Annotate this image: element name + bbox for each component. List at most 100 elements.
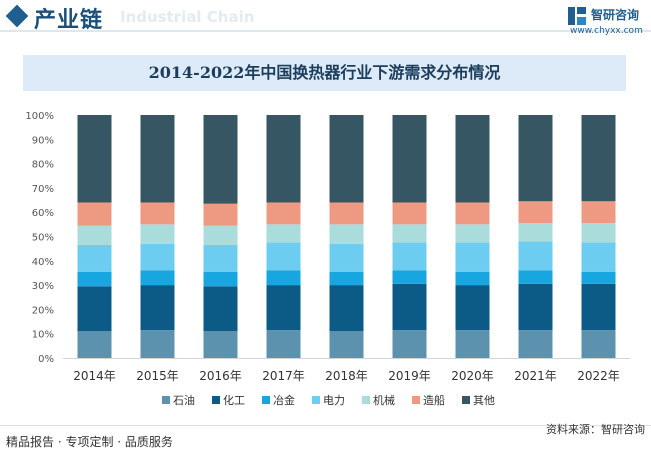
y-tick-label: 80%: [32, 160, 54, 171]
bar-segment: [140, 270, 175, 286]
legend-swatch: [362, 396, 370, 404]
x-tick-label: 2022年: [577, 369, 620, 383]
bar-segment: [203, 271, 238, 287]
x-tick-label: 2019年: [388, 369, 431, 383]
bar-segment: [581, 223, 616, 243]
bar-segment: [518, 270, 553, 284]
y-tick-label: 50%: [32, 233, 54, 244]
bar-segment: [77, 271, 112, 287]
y-tick-label: 10%: [32, 330, 54, 341]
bar-segment: [329, 224, 364, 244]
chart-title: 2014-2022年中国换热器行业下游需求分布情况: [148, 63, 501, 82]
bar-segment: [203, 286, 238, 332]
bar-segment: [392, 242, 427, 271]
bar-segment: [455, 242, 490, 272]
bar-segment: [140, 224, 175, 244]
legend-swatch: [412, 396, 420, 404]
y-tick-label: 70%: [32, 184, 54, 195]
legend-label: 化工: [223, 393, 245, 407]
x-tick-label: 2017年: [262, 369, 305, 383]
legend-label: 机械: [373, 393, 395, 407]
bar-segment: [581, 115, 616, 202]
bar-segment: [77, 286, 112, 332]
legend-swatch: [212, 396, 220, 404]
x-tick-label: 2016年: [199, 369, 242, 383]
legend-swatch: [462, 396, 470, 404]
legend-swatch: [262, 396, 270, 404]
bar-segment: [77, 331, 112, 358]
y-tick-label: 40%: [32, 257, 54, 268]
bar-segment: [203, 203, 238, 226]
bar-segment: [455, 115, 490, 203]
brand-url: www.chyxx.com: [570, 26, 643, 36]
y-tick-label: 60%: [32, 208, 54, 219]
bar-segment: [140, 202, 175, 225]
bar-segment: [77, 245, 112, 272]
y-tick-label: 90%: [32, 135, 54, 146]
x-tick-label: 2020年: [451, 369, 494, 383]
footer-tagline: 精品报告 · 专项定制 · 品质服务: [6, 435, 173, 449]
bar-segment: [518, 330, 553, 358]
legend-label: 造船: [423, 393, 445, 407]
bar-segment: [266, 202, 301, 225]
x-tick-label: 2021年: [514, 369, 557, 383]
bar-segment: [266, 115, 301, 203]
bar-segment: [266, 242, 301, 271]
bar-segment: [77, 115, 112, 203]
bar-segment: [581, 271, 616, 284]
legend-label: 其他: [473, 394, 495, 407]
brand-logo-icon: [568, 7, 586, 25]
brand-name: 智研咨询: [591, 8, 640, 22]
y-tick-label: 20%: [32, 305, 54, 316]
bar-segment: [392, 330, 427, 358]
bar-segment: [518, 115, 553, 202]
bar-segment: [518, 241, 553, 271]
page-header: 产业链 Industrial Chain: [0, 0, 651, 42]
x-tick-label: 2014年: [73, 369, 116, 383]
header-watermark: Industrial Chain: [120, 8, 255, 26]
stacked-bar-chart: 0% 10% 20% 30% 40% 50% 60% 70% 80% 90% 100% 2014年 20…: [25, 111, 630, 407]
x-tick-label: 2018年: [325, 369, 368, 383]
bar-segment: [392, 202, 427, 225]
bar-segment: [392, 115, 427, 203]
x-tick-label: 2015年: [136, 369, 179, 383]
bar-segment: [518, 223, 553, 242]
y-tick-label: 30%: [32, 281, 54, 292]
bar-segment: [203, 245, 238, 272]
bar-segment: [455, 202, 490, 225]
page-title: 产业链: [34, 8, 104, 33]
bar-segment: [77, 225, 112, 246]
bar-segment: [581, 330, 616, 358]
legend-label: 冶金: [273, 393, 295, 407]
bar-segment: [329, 243, 364, 272]
bar-segment: [455, 224, 490, 243]
bar-segment: [392, 283, 427, 331]
bar-segment: [581, 201, 616, 224]
bar-segment: [581, 242, 616, 272]
header-divider: [0, 30, 651, 32]
footer-source: 资料来源：智研咨询: [546, 423, 645, 436]
bar-segment: [455, 285, 490, 331]
bar-segment: [140, 285, 175, 331]
bar-segment: [329, 202, 364, 225]
bar-segment: [455, 330, 490, 358]
bar-segment: [329, 285, 364, 332]
bar-segment: [455, 271, 490, 286]
bar-segment: [266, 330, 301, 358]
brand-block: 智研咨询 www.chyxx.com: [567, 4, 647, 38]
bar-segment: [140, 243, 175, 271]
bar-segment: [392, 224, 427, 243]
legend-swatch: [312, 396, 320, 404]
bar-segment: [203, 331, 238, 358]
bar-segment: [266, 285, 301, 331]
bar-segment: [518, 201, 553, 224]
bar-segment: [329, 331, 364, 358]
bar-segment: [581, 283, 616, 331]
bar-segment: [329, 115, 364, 203]
legend-label: 石油: [173, 393, 195, 407]
bar-segment: [77, 202, 112, 226]
chart-title-box: 2014-2022年中国换热器行业下游需求分布情况: [23, 55, 626, 91]
bar-segment: [203, 115, 238, 204]
bar-segment: [203, 225, 238, 246]
footer-divider: [0, 425, 651, 426]
